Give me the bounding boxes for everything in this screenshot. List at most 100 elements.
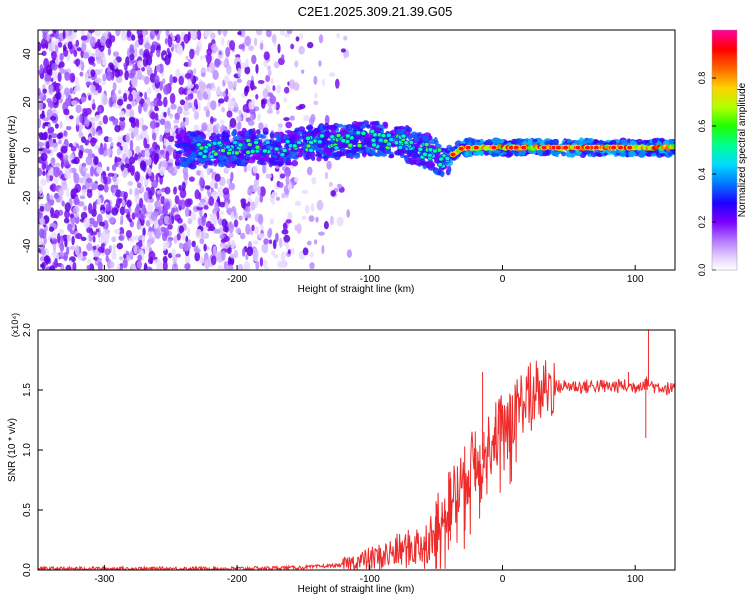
spectrogram-tone-cell [671,144,675,149]
spectrogram-noise-cell [98,237,105,244]
spectrogram-noise-cell [335,78,340,89]
snr-y-label: SNR (10 * v/v) [7,418,18,482]
spectrogram-noise-cell [168,218,172,225]
spectrogram-noise-cell [136,260,142,269]
spectrogram-band-cell [262,155,271,162]
spectrogram-noise-cell [92,235,96,243]
spectrogram-band-cell [542,152,549,157]
spectrogram-noise-cell [52,242,57,253]
spectrogram-noise-cell [175,34,181,44]
spectrogram-noise-cell [261,99,266,109]
spectrogram-noise-cell [174,214,181,222]
spectrogram-band-cell [222,137,230,142]
spectrogram-noise-cell [63,154,69,160]
spectrogram-peak-cell [281,147,288,153]
spectrogram-noise-cell [72,261,77,270]
spectrogram-tone-peak [540,144,548,151]
spectrogram-noise-cell [91,103,96,111]
spectrogram-peak-cell [397,144,404,151]
spectrogram-peak-cell [417,146,424,152]
spectrogram-noise-cell [79,132,84,137]
spectrogram-noise-cell [181,231,186,241]
spectrogram-noise-cell [107,172,115,177]
spectrogram-band-cell [193,160,200,165]
spectrogram-noise-cell [285,175,290,186]
spectrogram-noise-cell [103,136,110,143]
spectrogram-band-cell [628,150,636,157]
spectrogram-peak-cell [355,130,362,136]
spectrogram-noise-cell [126,103,132,110]
spectrogram-noise-cell [59,52,64,62]
spectrogram-noise-cell [187,31,191,41]
spectrogram-band-cell [328,126,337,131]
spectrogram-noise-cell [137,60,144,69]
spectrogram-band-cell [440,171,445,178]
spectrogram-band-cell [470,138,476,146]
spectrogram-noise-cell [277,260,284,269]
spectrogram-band-cell [652,137,658,144]
spectrogram-noise-cell [288,79,296,90]
spectrogram-noise-cell [148,251,156,261]
spectrogram-noise-cell [271,250,276,256]
spectrogram-noise-cell [149,73,156,83]
spectrogram-band-cell [213,160,218,167]
spectrogram-noise-cell [251,224,255,231]
spectrogram-band-cell [409,157,418,163]
spectrogram-noise-cell [210,32,216,40]
spectrogram-noise-cell [229,40,236,51]
spectrogram-noise-cell [126,199,132,208]
spectrogram-noise-cell [50,116,57,121]
spectrogram-noise-cell [171,262,179,270]
spectrogram-peak-cell [307,147,314,153]
spectrogram-noise-cell [254,196,259,206]
spectrogram-noise-cell [269,95,277,105]
spectrogram-noise-cell [103,143,107,151]
spectrogram-band-cell [421,134,430,141]
spectrogram-noise-cell [195,229,202,239]
snr-x-tick-label: 0 [500,574,506,585]
spectrogram-noise-cell [51,62,58,71]
spectrogram-noise-cell [199,256,205,264]
spectrogram-y-axis: -40 -20 0 20 40 [22,48,43,253]
spectrogram-noise-cell [294,60,299,68]
spectrogram-noise-cell [197,101,201,112]
spectrogram-noise-cell [163,96,168,108]
spectrogram-noise-cell [330,190,337,197]
spectrogram-peak-cell [202,148,209,154]
spectrogram-noise-cell [104,229,111,234]
spectrogram-noise-cell [283,96,288,103]
spectrogram-noise-cell [156,33,161,41]
spectrogram-noise-cell [173,119,180,124]
spectrogram-band-cell [495,152,500,157]
spectrogram-band-cell [272,141,278,147]
spectrogram-noise-cell [160,149,165,155]
spectrogram-band-cell [188,144,195,150]
spectrogram-noise-cell [66,187,70,198]
spectrogram-noise-cell [311,177,317,185]
spectrogram-band-cell [203,163,208,169]
spectrogram-noise-cell [164,128,171,133]
spectrogram-noise-cell [127,181,134,186]
spectrogram-noise-cell [64,202,71,212]
spectrogram-noise-cell [177,106,183,115]
spectrogram-noise-cell [246,164,252,172]
spectrogram-band-cell [537,149,543,156]
spectrogram-noise-cell [38,117,42,129]
spectrogram-noise-cell [165,201,169,207]
spectrogram-noise-cell [235,227,241,234]
spectrogram-noise-cell [129,156,136,165]
spectrogram-noise-cell [144,149,150,159]
spectrogram-noise-cell [129,139,134,151]
spectrogram-tone-peak [584,144,591,151]
spectrogram-noise-cell [56,152,63,158]
spectrogram-noise-cell [306,240,312,246]
snr-panel: -300 -200 -100 0 100 0.0 0.5 1.0 1.5 2.0 Height … [7,313,676,595]
spectrogram-noise-cell [255,94,259,100]
spectrogram-noise-cell [43,147,48,154]
spectrogram-noise-cell [90,84,96,94]
spectrogram-noise-cell [73,30,78,33]
spectrogram-band-cell [190,151,197,159]
spectrogram-noise-cell [164,54,171,66]
spectrogram-noise-cell [46,98,52,104]
spectrogram-noise-cell [210,255,217,266]
